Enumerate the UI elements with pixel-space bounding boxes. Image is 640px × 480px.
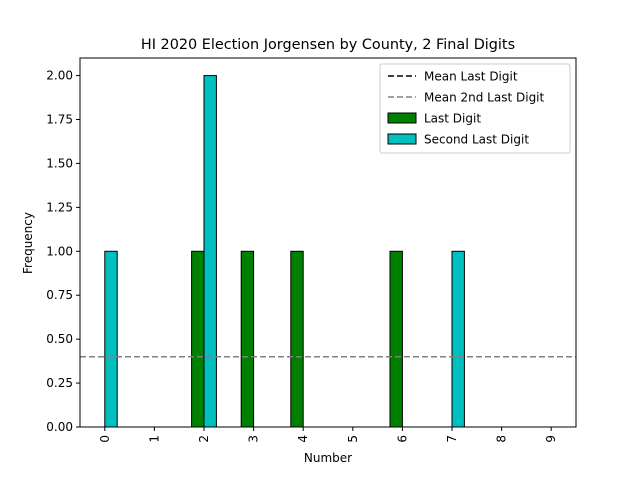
bar-last-digit-2 <box>191 250 205 428</box>
y-tick-label: 1.75 <box>46 113 73 127</box>
x-tick-label: 2 <box>197 435 211 443</box>
y-tick-label: 0.50 <box>46 332 73 346</box>
chart-title: HI 2020 Election Jorgensen by County, 2 … <box>141 37 515 53</box>
legend-box <box>379 63 571 154</box>
x-tick-label: 7 <box>445 435 459 443</box>
y-tick-label: 1.50 <box>46 156 73 170</box>
x-tick-label: 6 <box>395 435 409 443</box>
x-tick-label: 4 <box>296 435 310 443</box>
legend-last-digit-swatch <box>387 112 417 124</box>
bar-second-last-digit-2 <box>203 75 217 428</box>
x-tick-label: 0 <box>98 435 112 443</box>
y-tick-label: 0.25 <box>46 376 73 390</box>
x-tick-label: 3 <box>247 435 261 443</box>
x-axis-label: Number <box>304 451 352 465</box>
plot-area: 0.00 0.25 0.50 0.75 1.00 1.25 1.50 1.75 2.00 0 1 2 3… <box>46 57 577 443</box>
y-tick-label: 1.25 <box>46 200 73 214</box>
y-tick-label: 2.00 <box>46 69 73 83</box>
x-tick-label: 5 <box>346 435 360 443</box>
plot-frame <box>79 57 577 428</box>
legend-label: Second Last Digit <box>424 133 529 147</box>
x-tick-label: 1 <box>147 435 161 443</box>
bar-last-digit-4 <box>290 250 304 428</box>
y-tick-label: 0.00 <box>46 420 73 434</box>
legend: Mean Last Digit Mean 2nd Last Digit Last D… <box>379 63 571 154</box>
y-tick-label: 1.00 <box>46 244 73 258</box>
bar-last-digit-3 <box>240 250 255 428</box>
x-tick-label: 8 <box>495 435 509 443</box>
bar-second-last-digit-7 <box>451 250 465 428</box>
legend-label: Last Digit <box>424 112 481 126</box>
legend-label: Mean 2nd Last Digit <box>424 91 545 105</box>
bar-second-last-digit-0 <box>104 250 118 428</box>
y-tick-label: 0.75 <box>46 288 73 302</box>
legend-label: Mean Last Digit <box>424 70 518 84</box>
legend-second-last-digit-swatch <box>387 133 417 145</box>
y-axis-label: Frequency <box>21 212 35 274</box>
x-tick-label: 9 <box>544 435 558 443</box>
bar-last-digit-6 <box>389 250 403 428</box>
